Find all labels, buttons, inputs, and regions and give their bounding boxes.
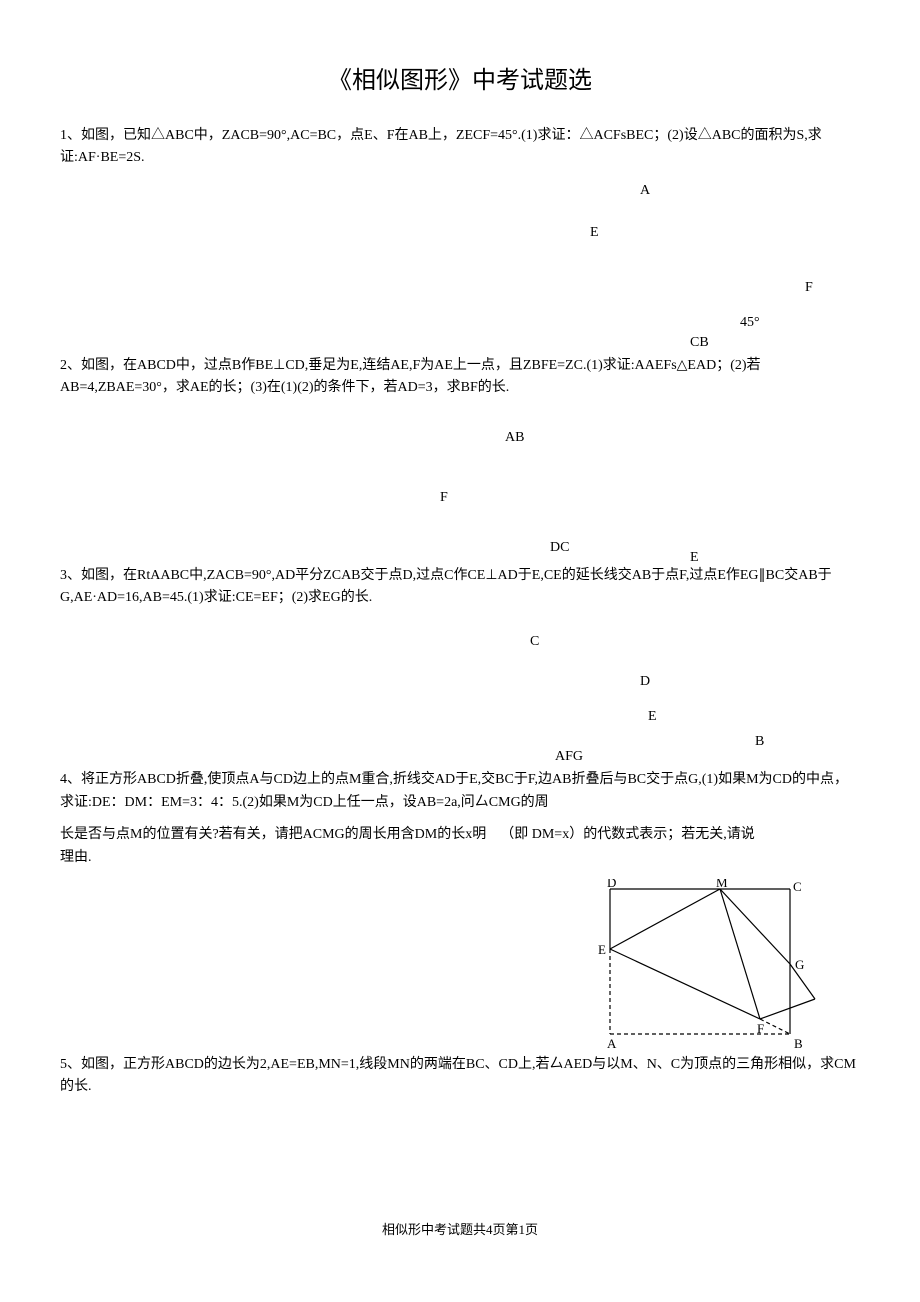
problem-5: 5、如图，正方形ABCD的边长为2,AE=EB,MN=1,线段MN的两端在BC、… [60, 1054, 860, 1099]
diagram-4-svg: D M C E G F A B [590, 879, 840, 1059]
label-dc: DC [550, 540, 569, 556]
svg-text:F: F [757, 1021, 764, 1036]
page-title: 《相似图形》中考试题选 [60, 60, 860, 95]
label-a: A [640, 183, 650, 199]
problem-1: 1、如图，已知△ABC中，ZACB=90°,AC=BC，点E、F在AB上，ZEC… [60, 125, 860, 170]
label-e: E [648, 709, 657, 725]
label-angle: 45° [740, 315, 760, 331]
label-f: F [440, 490, 448, 506]
diagram-4: D M C E G F A B [60, 879, 860, 1054]
svg-text:D: D [607, 879, 616, 890]
page-footer: 相似形中考试题共4页第1页 [60, 1219, 860, 1238]
problem-4-line1: 4、将正方形ABCD折叠,使顶点A与CD边上的点M重合,折线交AD于E,交BC于… [60, 769, 860, 814]
svg-text:E: E [598, 942, 606, 957]
diagram-2: AB F DC E [60, 410, 860, 565]
label-f: F [805, 280, 813, 296]
label-d: D [640, 674, 650, 690]
svg-text:C: C [793, 879, 802, 894]
problem-4-line2a: 长是否与点M的位置有关?若有关，请把ACMG的周长用含DM的长x明 [60, 827, 486, 842]
svg-text:A: A [607, 1036, 617, 1051]
label-b: B [755, 734, 764, 750]
diagram-1: A E F 45° CB [60, 180, 860, 355]
label-afg: AFG [555, 749, 583, 765]
svg-text:G: G [795, 957, 804, 972]
label-c: C [530, 634, 539, 650]
label-ab: AB [505, 430, 524, 446]
diagram-3: C D E B AFG [60, 619, 860, 769]
svg-text:M: M [716, 879, 728, 890]
label-e: E [590, 225, 599, 241]
svg-text:B: B [794, 1036, 803, 1051]
label-cb: CB [690, 335, 709, 351]
label-e: E [690, 550, 699, 566]
problem-4-line2b: （即 DM=x）的代数式表示；若无关,请说 [500, 827, 754, 842]
problem-2: 2、如图，在ABCD中，过点B作BE⊥CD,垂足为E,连结AE,F为AE上一点，… [60, 355, 860, 400]
problem-3: 3、如图，在RtAABC中,ZACB=90°,AD平分ZCAB交于点D,过点C作… [60, 565, 860, 610]
problem-4-line3: 理由. [60, 847, 860, 869]
